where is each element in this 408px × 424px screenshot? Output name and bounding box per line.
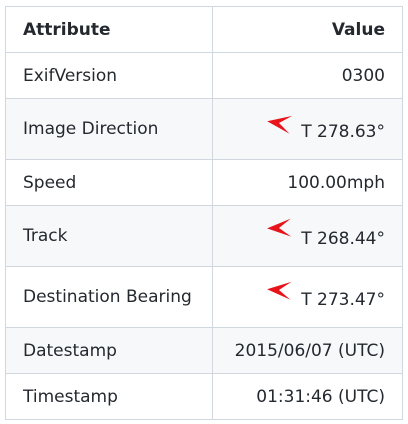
table-row-image-direction: Image Direction T 278.63° bbox=[5, 98, 403, 160]
value-cell: T 273.47° bbox=[212, 266, 403, 328]
attribute-column-header: Attribute bbox=[5, 6, 213, 53]
value-cell: T 268.44° bbox=[212, 205, 403, 267]
value-cell: 01:31:46 (UTC) bbox=[212, 373, 403, 420]
exif-attribute-table: Attribute Value ExifVersion 0300 Image D… bbox=[5, 6, 403, 420]
table-row-destination-bearing: Destination Bearing T 273.47° bbox=[5, 266, 403, 328]
attribute-cell: Track bbox=[5, 205, 213, 267]
table-header-row: Attribute Value bbox=[5, 6, 403, 53]
value-cell: 100.00mph bbox=[212, 159, 403, 206]
value-cell: T 278.63° bbox=[212, 98, 403, 160]
table-row-exif-version: ExifVersion 0300 bbox=[5, 52, 403, 99]
table-row-datestamp: Datestamp 2015/06/07 (UTC) bbox=[5, 327, 403, 374]
attribute-cell: Timestamp bbox=[5, 373, 213, 420]
attribute-cell: Speed bbox=[5, 159, 213, 206]
heading-value: T 268.44° bbox=[301, 229, 385, 249]
table-row-speed: Speed 100.00mph bbox=[5, 159, 403, 206]
heading-arrow-icon bbox=[265, 217, 294, 240]
attribute-cell: Destination Bearing bbox=[5, 266, 213, 328]
heading-arrow-icon bbox=[264, 110, 295, 136]
attribute-table: Attribute Value ExifVersion 0300 Image D… bbox=[5, 6, 403, 420]
value-column-header: Value bbox=[212, 6, 403, 53]
value-cell: 0300 bbox=[212, 52, 403, 99]
attribute-cell: Image Direction bbox=[5, 98, 213, 160]
heading-value: T 278.63° bbox=[301, 122, 385, 142]
table-row-timestamp: Timestamp 01:31:46 (UTC) bbox=[5, 373, 403, 420]
attribute-cell: ExifVersion bbox=[5, 52, 213, 99]
heading-value: T 273.47° bbox=[301, 290, 385, 310]
table-row-track: Track T 268.44° bbox=[5, 205, 403, 267]
heading-arrow-icon bbox=[265, 278, 294, 302]
attribute-cell: Datestamp bbox=[5, 327, 213, 374]
value-cell: 2015/06/07 (UTC) bbox=[212, 327, 403, 374]
